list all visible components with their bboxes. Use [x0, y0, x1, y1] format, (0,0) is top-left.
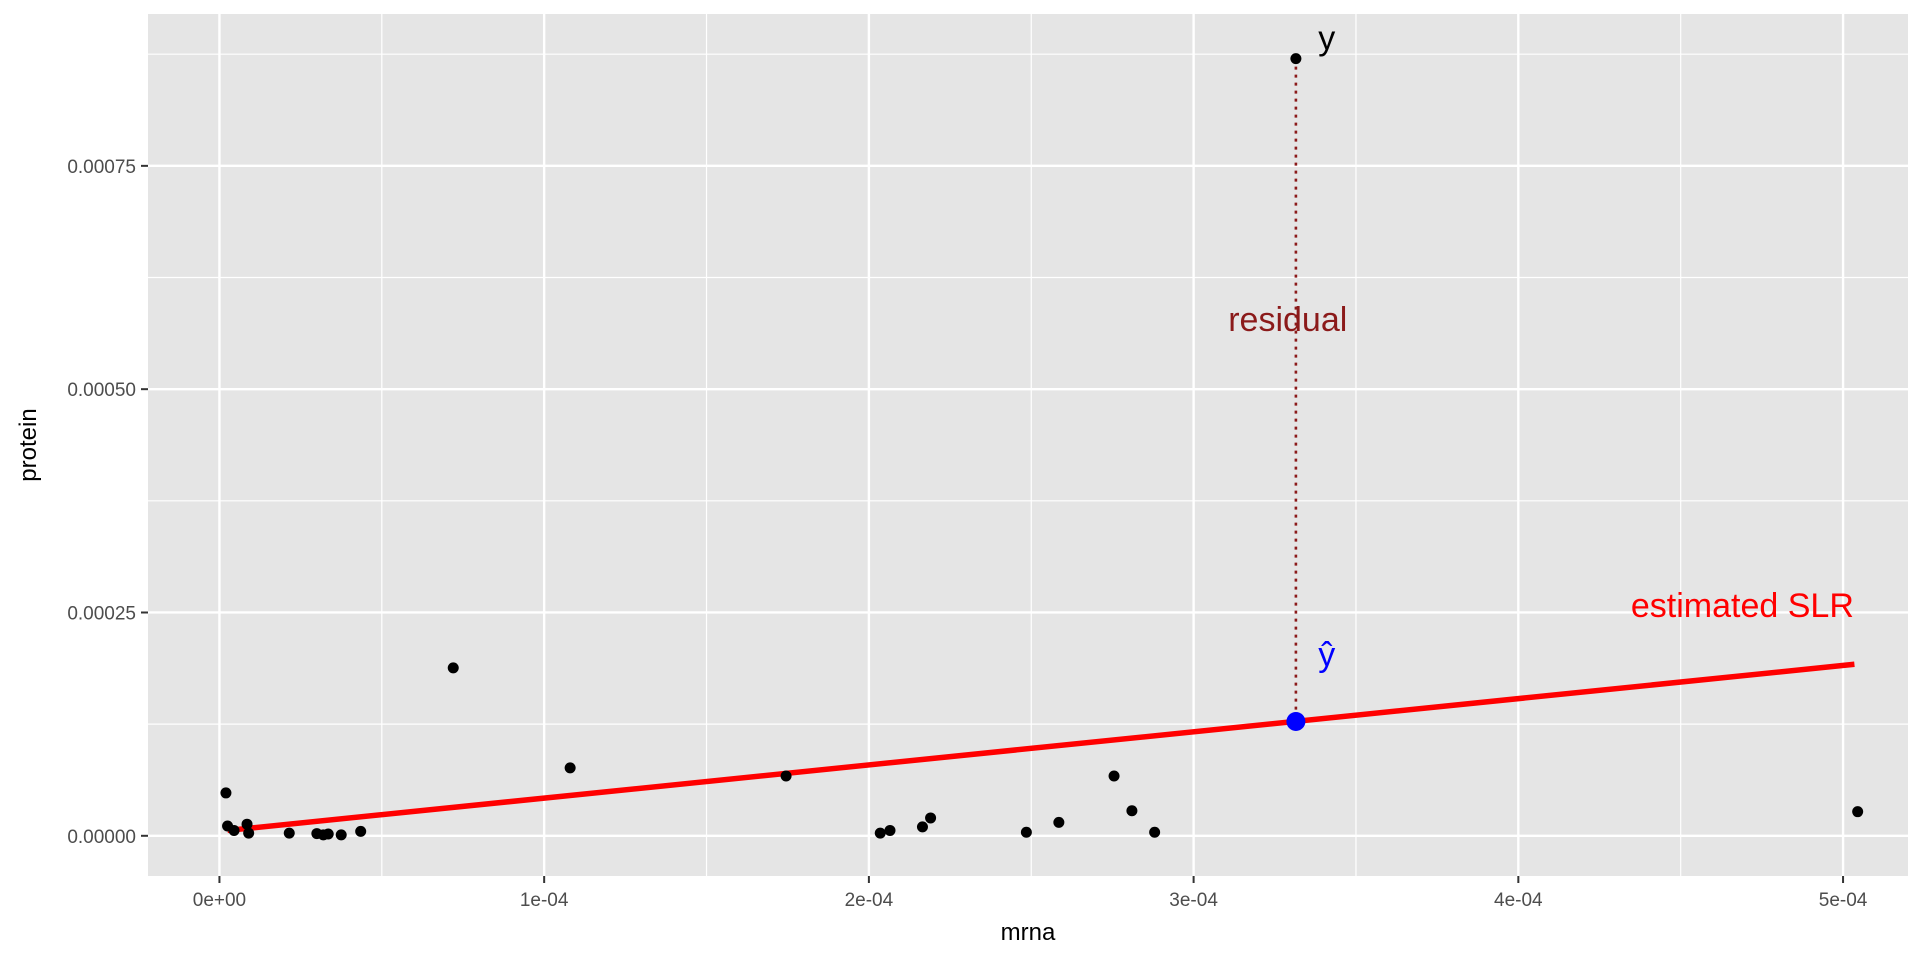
major-gridlines: [148, 14, 1908, 876]
fit-line-layer: [227, 661, 1855, 834]
data-point: [1290, 53, 1302, 65]
x-axis-title: mrna: [1001, 919, 1056, 946]
data-point: [355, 825, 367, 837]
y-tick-label: 0.00075: [67, 157, 136, 178]
data-point: [283, 827, 295, 839]
fitted-point-layer: [1286, 711, 1306, 731]
x-tick-label: 0e+00: [193, 890, 246, 911]
annotation-estimated-slr: estimated SLR: [1631, 587, 1854, 625]
y-axis-title: protein: [15, 408, 42, 481]
data-point: [1020, 826, 1032, 838]
data-point: [220, 787, 232, 799]
data-point: [322, 828, 334, 840]
x-tick-label: 3e-04: [1169, 890, 1218, 911]
annotation-y: y: [1318, 20, 1335, 58]
y-tick-label: 0.00050: [67, 380, 136, 401]
data-point: [884, 824, 896, 836]
y-axis-ticks: 0.00000 0.00025 0.00050 0.00075: [67, 157, 148, 848]
data-point: [1149, 826, 1161, 838]
minor-gridlines: [148, 14, 1908, 876]
x-axis-ticks: 0e+00 1e-04 2e-04 3e-04 4e-04 5e-04: [193, 876, 1868, 911]
data-point: [916, 821, 928, 833]
data-point: [1126, 805, 1138, 817]
data-points: [220, 53, 1864, 841]
data-point: [1852, 806, 1864, 818]
data-point: [335, 829, 347, 841]
plot-panel: [148, 14, 1908, 876]
data-point: [780, 770, 792, 782]
data-point: [874, 827, 886, 839]
fitted-point: [1286, 711, 1306, 731]
x-tick-label: 1e-04: [520, 890, 569, 911]
data-point: [243, 827, 255, 839]
data-point: [447, 662, 459, 674]
y-tick-label: 0.00025: [67, 603, 136, 624]
x-tick-label: 5e-04: [1819, 890, 1868, 911]
data-point: [1053, 816, 1065, 828]
x-tick-label: 2e-04: [845, 890, 894, 911]
annotation-yhat: ŷ: [1318, 636, 1335, 674]
estimated-slr-line: [227, 661, 1855, 834]
y-tick-label: 0.00000: [67, 827, 136, 848]
data-point: [925, 812, 937, 824]
data-point: [241, 818, 253, 830]
data-point: [564, 762, 576, 774]
x-tick-label: 4e-04: [1494, 890, 1543, 911]
data-point: [1108, 770, 1120, 782]
data-point: [228, 824, 240, 836]
annotation-residual: residual: [1228, 301, 1347, 339]
annotations: y ŷ residual estimated SLR: [1228, 20, 1854, 674]
